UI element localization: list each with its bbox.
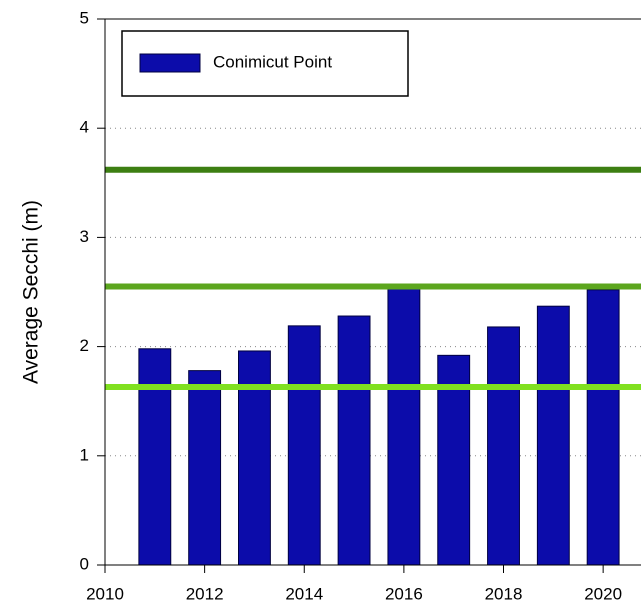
bar	[188, 370, 222, 566]
y-tick-label: 0	[80, 554, 89, 573]
bar	[387, 288, 421, 566]
bar	[437, 354, 471, 566]
x-tick-label: 2014	[285, 584, 323, 603]
bar	[586, 289, 620, 566]
y-axis-label: Average Secchi (m)	[20, 200, 43, 384]
y-tick-label: 1	[80, 445, 89, 464]
bar	[287, 325, 321, 566]
legend-swatch	[139, 53, 201, 73]
y-tick-label: 4	[80, 118, 89, 137]
bar	[138, 348, 172, 566]
y-tick-label: 5	[80, 8, 89, 27]
y-tick-label: 3	[80, 227, 89, 246]
x-tick-label: 2010	[86, 584, 124, 603]
legend-label: Conimicut Point	[213, 52, 332, 71]
bar	[536, 305, 570, 566]
x-tick-label: 2018	[485, 584, 523, 603]
x-tick-label: 2020	[584, 584, 622, 603]
bar	[337, 315, 371, 566]
x-tick-label: 2016	[385, 584, 423, 603]
bar	[487, 326, 520, 566]
bar	[238, 350, 271, 566]
y-tick-label: 2	[80, 336, 89, 355]
x-tick-label: 2012	[186, 584, 224, 603]
